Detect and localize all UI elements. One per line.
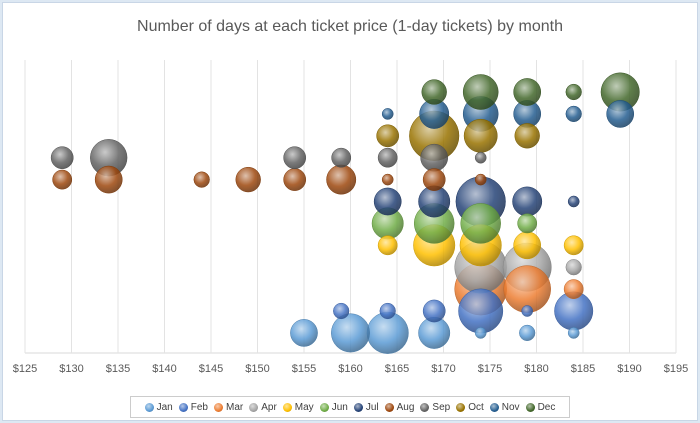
bubble-jun: [460, 203, 501, 244]
legend-swatch: [249, 402, 259, 412]
x-tick-label: $140: [152, 363, 176, 375]
legend-label: Nov: [501, 401, 520, 413]
bubble-aug: [283, 168, 307, 191]
bubble-dec: [565, 83, 582, 101]
bubble-sep: [377, 147, 398, 168]
bubble-feb: [333, 302, 350, 320]
bubble-aug: [474, 173, 487, 186]
x-tick-label: $180: [524, 363, 548, 375]
bubble-aug: [235, 166, 261, 193]
bubble-jul: [373, 187, 402, 216]
bubble-may: [513, 231, 542, 260]
bubble-nov: [606, 100, 635, 128]
bubble-jan: [567, 327, 580, 339]
x-tick-label: $190: [617, 363, 641, 375]
legend-item-may: May: [282, 401, 314, 413]
bubble-sep: [331, 147, 352, 168]
bubble-aug: [381, 173, 394, 186]
x-tick-label: $145: [199, 363, 223, 375]
x-tick-label: $130: [59, 363, 83, 375]
legend-swatch: [282, 402, 292, 412]
bubble-sep: [50, 146, 74, 170]
bubble-feb: [422, 299, 446, 323]
bubble-aug: [193, 171, 210, 188]
bubble-jul: [512, 186, 543, 217]
legend-item-dec: Dec: [525, 401, 556, 413]
legend-item-mar: Mar: [213, 401, 244, 413]
legend-item-feb: Feb: [178, 401, 208, 413]
legend-swatch: [353, 402, 363, 412]
legend-item-jul: Jul: [353, 401, 379, 413]
legend-label: Jul: [365, 401, 379, 413]
bubble-may: [377, 235, 398, 256]
x-tick-label: $155: [292, 363, 316, 375]
legend-swatch: [456, 402, 466, 412]
legend-item-jun: Jun: [319, 401, 348, 413]
bubble-sep: [420, 143, 449, 172]
bubble-dec: [421, 79, 447, 105]
x-tick-label: $135: [106, 363, 130, 375]
legend-swatch: [384, 402, 394, 412]
legend-swatch: [144, 402, 154, 412]
bubble-aug: [94, 165, 123, 194]
legend-label: May: [294, 401, 314, 413]
legend-label: Jun: [331, 401, 348, 413]
x-tick-label: $165: [385, 363, 409, 375]
legend-item-aug: Aug: [384, 401, 415, 413]
legend-label: Apr: [261, 401, 277, 413]
legend-item-oct: Oct: [456, 402, 484, 413]
bubble-aug: [422, 168, 446, 191]
bubble-jun: [517, 213, 538, 234]
bubble-mar: [563, 279, 584, 299]
bubble-oct: [376, 124, 400, 148]
legend-swatch: [420, 402, 430, 412]
bubble-nov: [381, 108, 394, 120]
bubble-sep: [283, 146, 307, 170]
legend-swatch: [525, 402, 535, 412]
bubble-apr: [565, 259, 582, 276]
legend-label: Feb: [190, 401, 208, 413]
legend-label: Sep: [432, 401, 451, 413]
bubble-feb: [521, 305, 533, 317]
x-tick-label: $170: [431, 363, 455, 375]
legend-item-nov: Nov: [489, 401, 520, 413]
bubble-dec: [462, 74, 499, 110]
bubble-jan: [519, 324, 536, 341]
legend-label: Dec: [537, 401, 556, 413]
legend-swatch: [489, 402, 499, 412]
bubble-feb: [379, 302, 396, 320]
bubble-jan: [331, 313, 370, 353]
legend-item-apr: Apr: [249, 402, 277, 413]
bubble-aug: [326, 164, 357, 195]
bubble-jan: [290, 319, 318, 347]
legend-item-jan: Jan: [144, 401, 173, 413]
legend-label: Jan: [156, 401, 173, 413]
legend-label: Oct: [468, 401, 484, 413]
x-tick-label: $175: [478, 363, 502, 375]
bubble-oct: [514, 123, 540, 149]
bubble-sep: [474, 151, 487, 164]
x-tick-label: $195: [664, 363, 688, 375]
chart-title: Number of days at each ticket price (1-d…: [137, 18, 563, 35]
x-tick-label: $185: [571, 363, 595, 375]
legend-label: Mar: [225, 401, 244, 413]
x-tick-label: $125: [13, 363, 37, 375]
bubble-feb: [458, 288, 504, 334]
legend-item-sep: Sep: [420, 402, 450, 413]
bubble-jul: [567, 195, 580, 208]
legend-swatch: [178, 402, 188, 412]
bubble-dec: [513, 78, 542, 106]
legend-swatch: [213, 402, 223, 412]
bubble-may: [563, 235, 584, 256]
legend-label: Aug: [396, 401, 415, 413]
x-tick-label: $150: [245, 363, 269, 375]
x-tick-label: $160: [338, 363, 362, 375]
bubble-jan: [474, 327, 487, 339]
chart-legend: Jan Feb Mar Apr May Jun Jul Aug Sep Oct Nov Dec: [130, 396, 570, 418]
bubble-nov: [565, 105, 582, 122]
legend-swatch: [319, 402, 329, 412]
bubble-aug: [52, 169, 73, 190]
bubble-oct: [463, 118, 498, 153]
